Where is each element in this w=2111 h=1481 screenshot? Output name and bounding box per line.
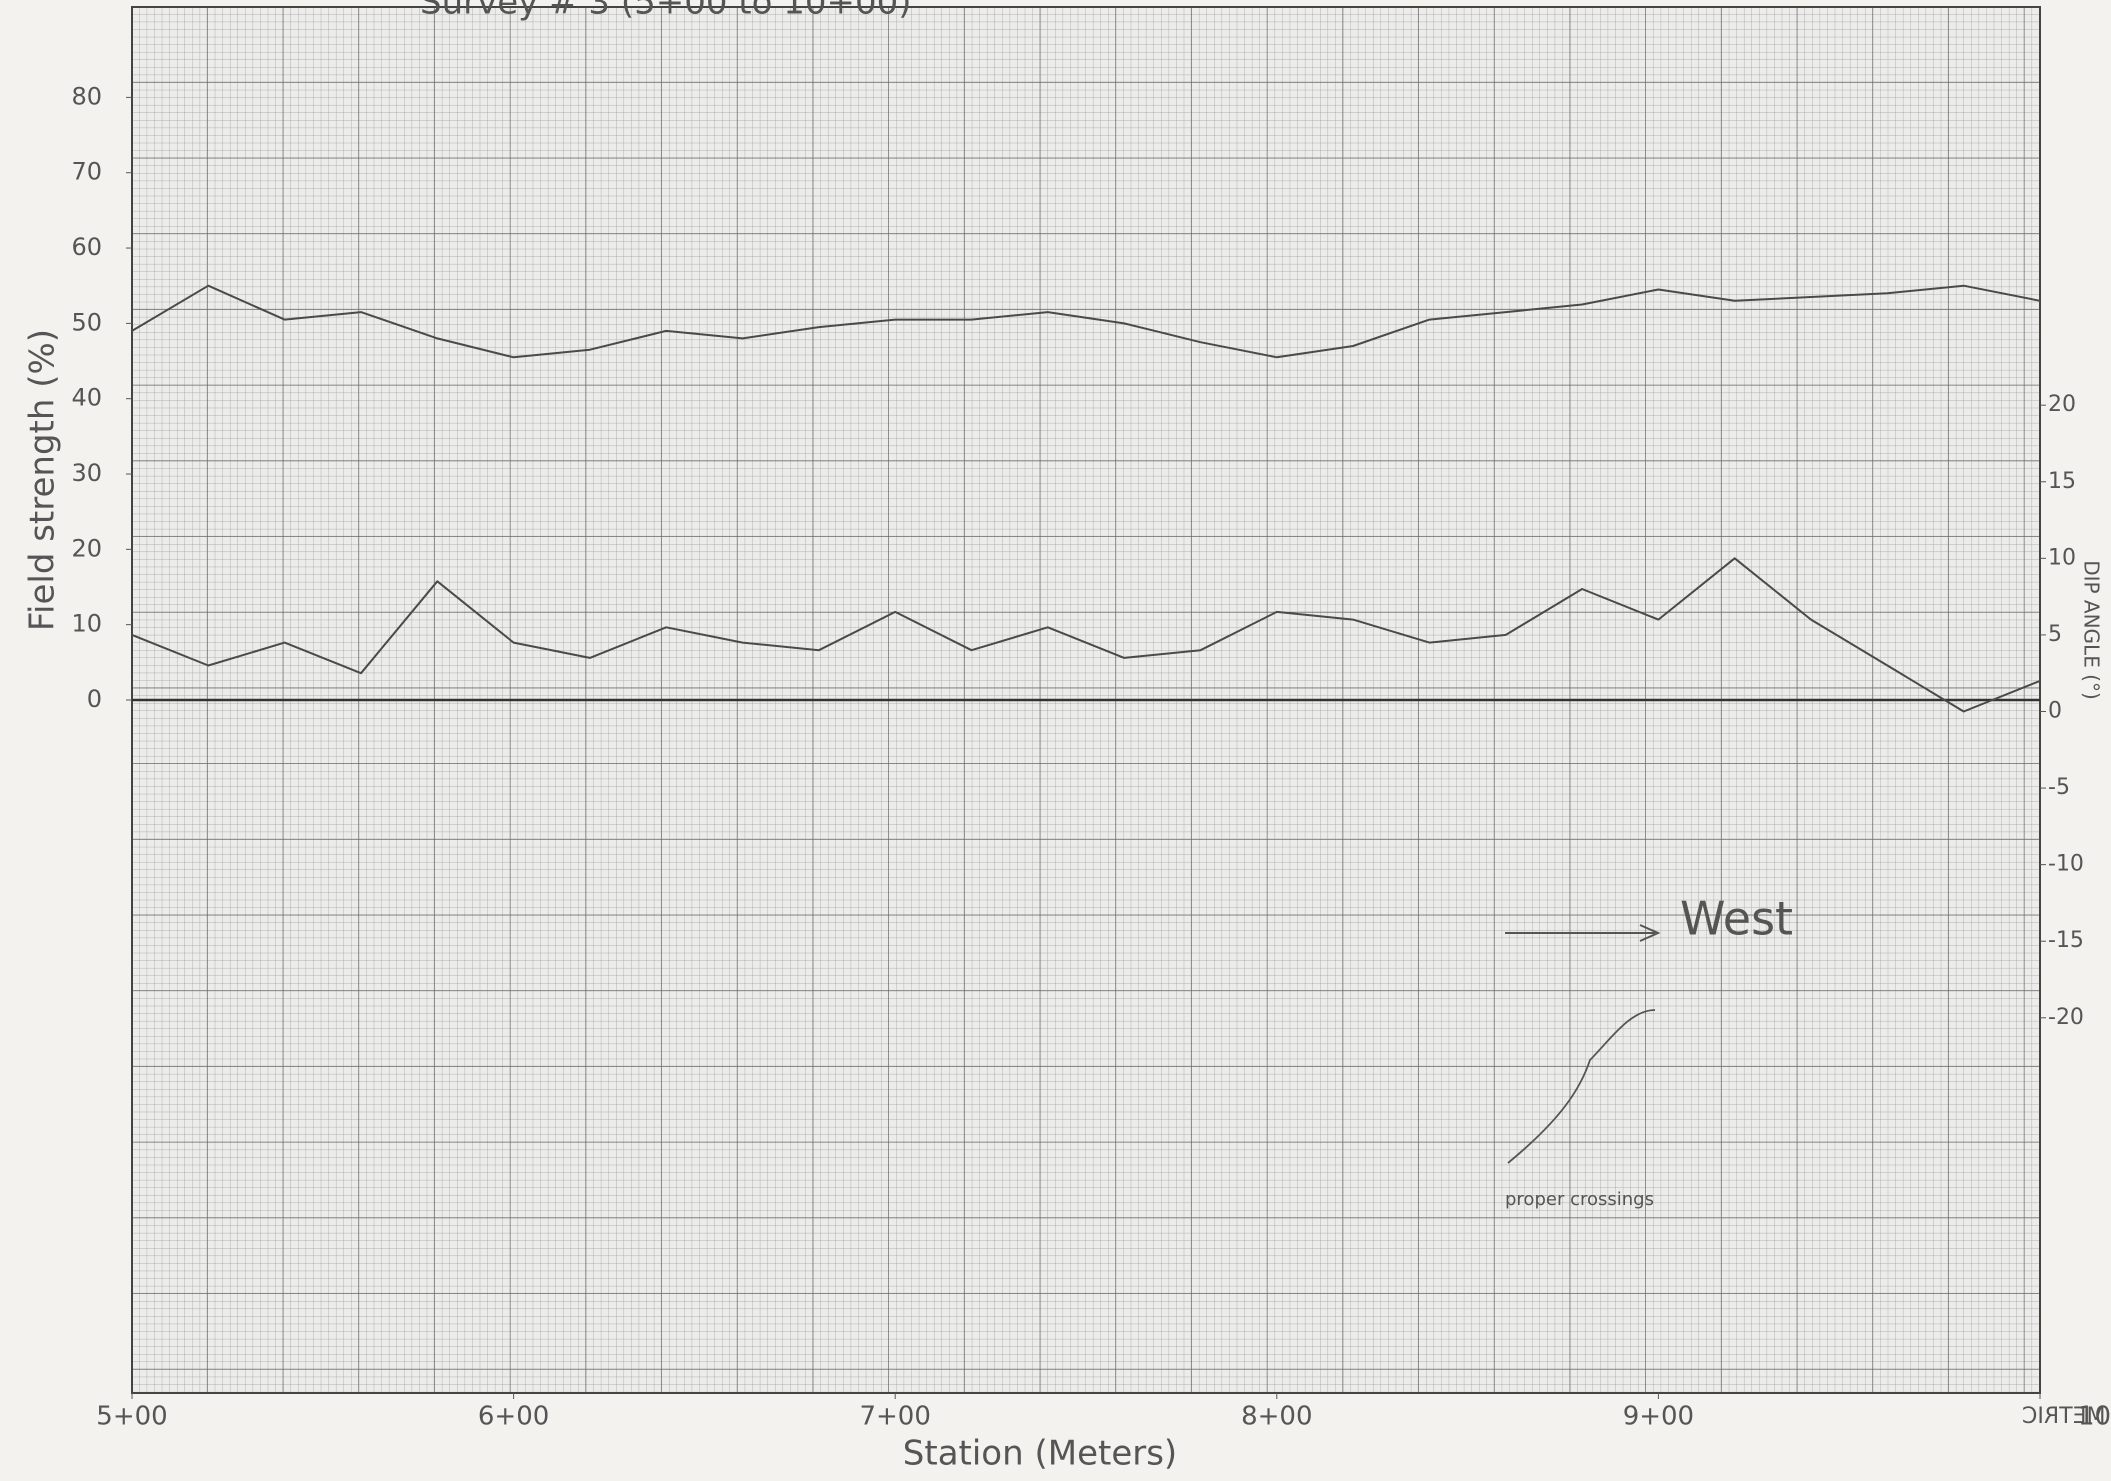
- y2-tick-label: 20: [2048, 392, 2076, 417]
- chart-title: Survey # 3 (5+00 to 10+00): [420, 0, 912, 23]
- x-axis-label: Station (Meters): [903, 1434, 1177, 1474]
- x-tick-label: 8+00: [1241, 1402, 1312, 1432]
- y-tick-label: 20: [71, 534, 102, 562]
- crossings-annotation: proper crossings: [1505, 1189, 1654, 1210]
- x-tick-label: 9+00: [1623, 1402, 1694, 1432]
- data-line: [131, 557, 2041, 713]
- y-tick-label: 70: [71, 158, 102, 186]
- y2-tick-label: 15: [2048, 469, 2076, 494]
- west-arrowhead: [1639, 924, 1661, 942]
- y-tick-label: 60: [71, 233, 102, 261]
- y2-tick-label: -15: [2048, 928, 2084, 953]
- west-annotation: West: [1680, 892, 1793, 946]
- y2-tick-label: -10: [2048, 852, 2084, 877]
- x-tick-label: 7+00: [859, 1402, 930, 1432]
- y-tick-label: 40: [71, 384, 102, 412]
- y-tick-label: 30: [71, 459, 102, 487]
- y-tick-label: 50: [71, 308, 102, 336]
- metric-annotation: METRIC: [2022, 1404, 2105, 1429]
- x-tick-label: 10+00: [2078, 1402, 2111, 1432]
- x-tick-label: 6+00: [478, 1402, 549, 1432]
- y-tick-label: 80: [71, 82, 102, 110]
- y2-tick-label: 0: [2048, 698, 2062, 723]
- y2-tick-label: -5: [2048, 775, 2070, 800]
- data-line: [131, 284, 2041, 359]
- pointer-curve: [1507, 1009, 1656, 1164]
- y-axis-label: Field strength (%): [23, 329, 63, 631]
- x-tick-label: 5+00: [96, 1402, 167, 1432]
- y2-tick-label: -20: [2048, 1005, 2084, 1030]
- y2-axis-label: DIP ANGLE (°): [2080, 560, 2104, 700]
- y2-tick-label: 5: [2048, 622, 2062, 647]
- y-tick-label: 0: [87, 685, 102, 713]
- y-tick-label: 10: [71, 610, 102, 638]
- y2-tick-label: 10: [2048, 545, 2076, 570]
